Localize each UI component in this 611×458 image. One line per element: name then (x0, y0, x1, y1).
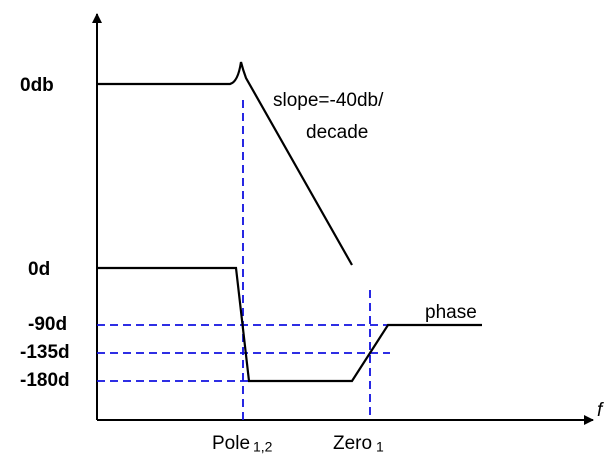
axis-label: f (597, 400, 604, 421)
zero-subscript: 1 (376, 439, 384, 455)
phase-curve (97, 266, 482, 383)
phase-label: -135d (20, 342, 70, 363)
phase-annotation: phase (425, 302, 477, 323)
magnitude-curve (97, 61, 353, 266)
magnitude-label: 0db (20, 75, 54, 96)
phase-label: 0d (28, 259, 50, 280)
pole-label: Pole (212, 433, 250, 454)
pole-subscript: 1,2 (253, 439, 273, 455)
slope-annotation: slope=-40db/ (273, 90, 384, 111)
zero-label: Zero (333, 433, 372, 454)
phase-label: -90d (28, 314, 67, 335)
slope-annotation: decade (306, 122, 368, 143)
phase-label: -180d (20, 370, 70, 391)
